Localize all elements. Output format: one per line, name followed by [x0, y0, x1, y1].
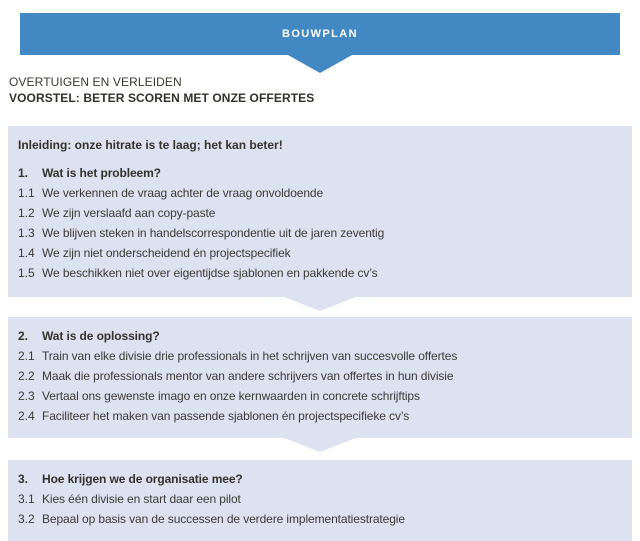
- list-item: 3.2 Bepaal op basis van de successen de …: [18, 509, 618, 529]
- list-item: 2.3 Vertaal ons gewenste imago en onze k…: [18, 386, 618, 406]
- item-text: We beschikken niet over eigentijdse sjab…: [42, 266, 378, 280]
- section-box-solution: 2. Wat is de oplossing? 2.1 Train van el…: [8, 317, 632, 438]
- item-text: We verkennen de vraag achter de vraag on…: [42, 186, 324, 200]
- section-kicker: OVERTUIGEN EN VERLEIDEN: [9, 75, 182, 89]
- section-box-adoption: 3. Hoe krijgen we de organisatie mee? 3.…: [8, 460, 632, 541]
- list-item: 2.1 Train van elke divisie drie professi…: [18, 346, 618, 366]
- page-headings: OVERTUIGEN EN VERLEIDEN VOORSTEL: BETER …: [9, 75, 632, 107]
- flow-chevron-down-icon: [284, 438, 356, 452]
- item-text: We zijn verslaafd aan copy-paste: [42, 206, 216, 220]
- section-number: 2.: [18, 329, 29, 343]
- item-number: 2.3: [18, 389, 35, 403]
- item-number: 1.5: [18, 266, 35, 280]
- banner-chevron-down-icon: [288, 55, 352, 73]
- section-heading-row: 1. Wat is het probleem?: [18, 163, 618, 183]
- banner-bar: BOUWPLAN: [20, 13, 620, 55]
- item-number: 3.1: [18, 492, 35, 506]
- item-number: 1.3: [18, 226, 35, 240]
- list-item: 1.2 We zijn verslaafd aan copy-paste: [18, 203, 618, 223]
- section-heading: Hoe krijgen we de organisatie mee?: [42, 472, 243, 486]
- item-number: 1.2: [18, 206, 35, 220]
- item-text: We zijn niet onderscheidend én projectsp…: [42, 246, 291, 260]
- item-text: Faciliteer het maken van passende sjablo…: [42, 409, 410, 423]
- list-item: 1.5 We beschikken niet over eigentijdse …: [18, 263, 618, 283]
- section-heading-row: 3. Hoe krijgen we de organisatie mee?: [18, 469, 618, 489]
- list-item: 1.4 We zijn niet onderscheidend én proje…: [18, 243, 618, 263]
- section-heading: Wat is de oplossing?: [42, 329, 160, 343]
- item-text: Maak die professionals mentor van andere…: [42, 369, 454, 383]
- list-item: 2.2 Maak die professionals mentor van an…: [18, 366, 618, 386]
- item-text: We blijven steken in handelscorresponden…: [42, 226, 385, 240]
- section-box-problem: Inleiding: onze hitrate is te laag; het …: [8, 126, 632, 297]
- list-item: 1.1 We verkennen de vraag achter de vraa…: [18, 183, 618, 203]
- item-number: 1.4: [18, 246, 35, 260]
- item-text: Vertaal ons gewenste imago en onze kernw…: [42, 389, 420, 403]
- item-text: Bepaal op basis van de successen de verd…: [42, 512, 405, 526]
- item-number: 3.2: [18, 512, 35, 526]
- item-number: 2.4: [18, 409, 35, 423]
- intro-line: Inleiding: onze hitrate is te laag; het …: [18, 138, 283, 152]
- list-item: 2.4 Faciliteer het maken van passende sj…: [18, 406, 618, 426]
- section-number: 3.: [18, 472, 29, 486]
- spacer: [0, 452, 640, 460]
- section-heading-row: 2. Wat is de oplossing?: [18, 326, 618, 346]
- item-text: Train van elke divisie drie professional…: [42, 349, 458, 363]
- flow-chevron-down-icon: [284, 297, 356, 311]
- list-item: 3.1 Kies één divisie en start daar een p…: [18, 489, 618, 509]
- item-text: Kies één divisie en start daar een pilot: [42, 492, 241, 506]
- item-number: 2.2: [18, 369, 35, 383]
- banner-label: BOUWPLAN: [282, 28, 358, 40]
- list-item: 1.3 We blijven steken in handelscorrespo…: [18, 223, 618, 243]
- section-heading: Wat is het probleem?: [42, 166, 161, 180]
- item-number: 2.1: [18, 349, 35, 363]
- section-number: 1.: [18, 166, 29, 180]
- page-title: VOORSTEL: BETER SCOREN MET ONZE OFFERTES: [9, 91, 315, 105]
- item-number: 1.1: [18, 186, 35, 200]
